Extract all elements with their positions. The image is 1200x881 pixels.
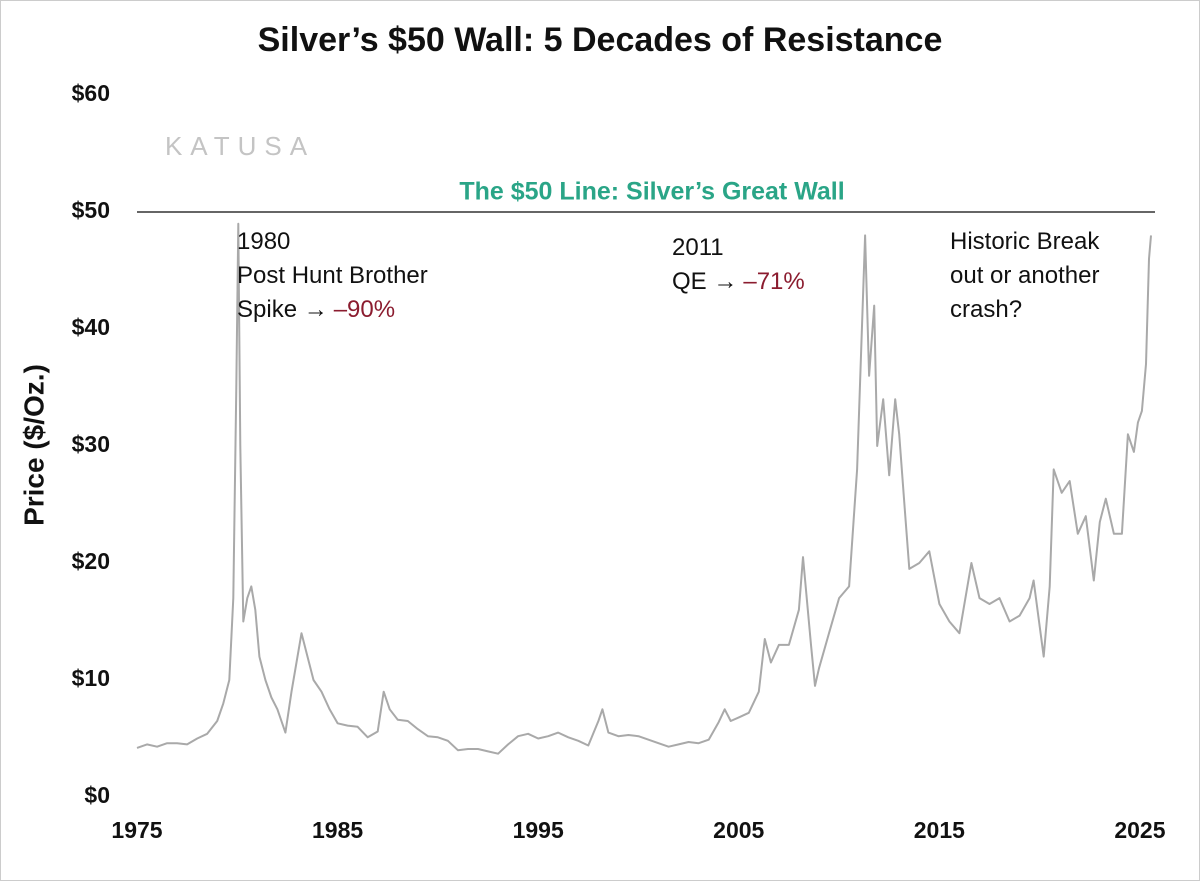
annotation-line: crash? [950,296,1022,323]
annotation-emphasis: –90% [334,296,395,323]
annotation: 1980 Post Hunt Brother Spike → –90% [237,228,428,323]
annotation-line: out or another [950,262,1099,289]
annotation: Historic Break out or another crash? [950,228,1100,323]
x-tick-label: 1975 [111,817,162,843]
annotation-line: QE → [672,268,737,295]
annotation-line: Historic Break [950,228,1100,255]
reference-label: The $50 Line: Silver’s Great Wall [459,178,844,206]
x-tick-label: 1985 [312,817,363,843]
annotation-emphasis: –71% [743,268,804,295]
chart-title: Silver’s $50 Wall: 5 Decades of Resistan… [258,21,943,59]
price-line [136,222,1152,755]
y-tick-label: $20 [72,548,110,574]
annotation-line: Post Hunt Brother [237,262,428,289]
y-tick-label: $40 [72,314,110,340]
annotation: 2011 QE → –71% [672,234,805,295]
x-tick-label: 2015 [914,817,965,843]
annotation-line: 2011 [672,234,724,261]
x-tick-label: 2025 [1114,817,1165,843]
y-tick-label: $0 [84,782,110,808]
annotation-line: 1980 [237,228,290,255]
y-tick-label: $30 [72,431,110,457]
y-tick-label: $10 [72,665,110,691]
y-tick-label: $50 [72,197,110,223]
annotation-line: Spike → [237,296,328,323]
logo: KATUSA [165,131,315,161]
y-tick-label: $60 [72,80,110,106]
x-tick-label: 1995 [513,817,564,843]
x-tick-label: 2005 [713,817,764,843]
y-axis-label: Price ($/Oz.) [18,364,49,526]
